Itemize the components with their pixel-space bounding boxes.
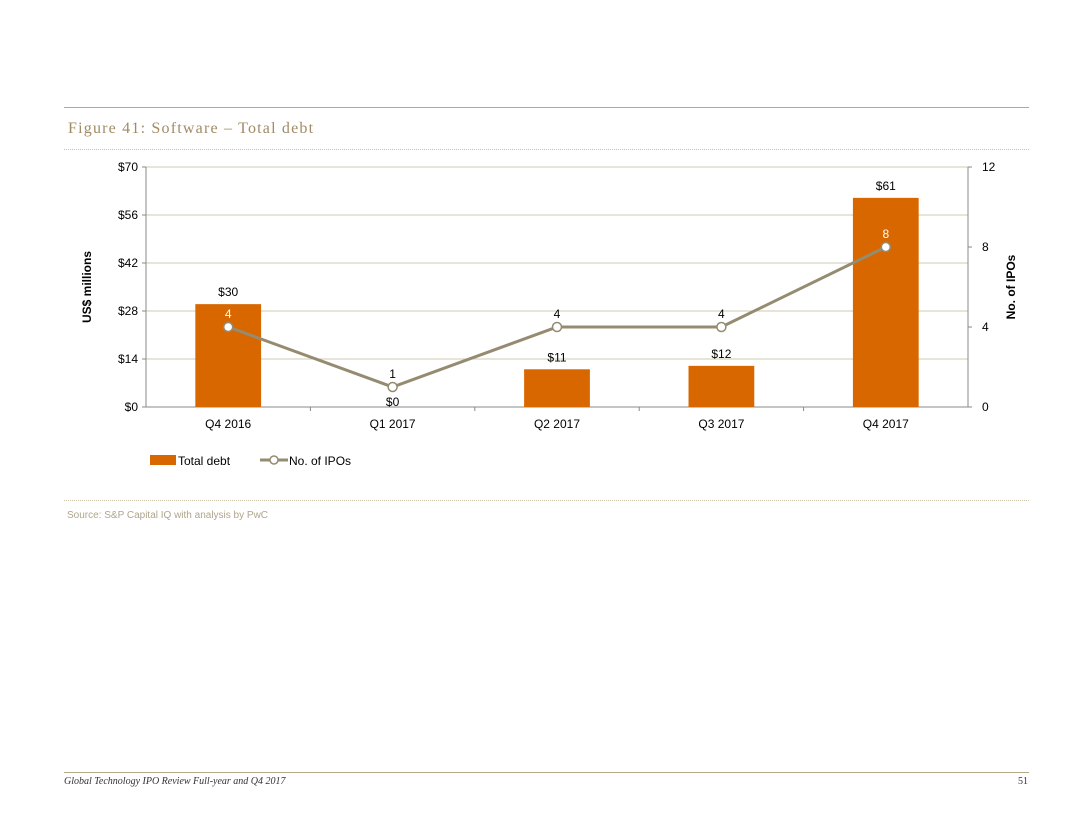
footer-rule xyxy=(64,772,1029,773)
line-point xyxy=(222,321,234,333)
y-axis-title: US$ millions xyxy=(80,251,94,323)
source-divider xyxy=(64,500,1029,501)
line-data-label: 1 xyxy=(389,367,396,381)
legend-label-bar: Total debt xyxy=(178,454,231,468)
footer-title: Global Technology IPO Review Full-year a… xyxy=(64,776,286,787)
page-number: 51 xyxy=(1018,776,1028,787)
bar xyxy=(524,369,590,407)
source-note: Source: S&P Capital IQ with analysis by … xyxy=(67,510,269,521)
y2-tick-label: 8 xyxy=(982,240,989,254)
y-tick-label: $42 xyxy=(118,256,138,270)
bar xyxy=(852,197,919,407)
line-data-label: 4 xyxy=(554,307,561,321)
y2-axis-title: No. of IPOs xyxy=(1004,254,1018,319)
line-point xyxy=(716,321,727,333)
y-tick-label: $0 xyxy=(125,400,139,414)
legend-marker-line xyxy=(269,455,279,465)
legend-label-line: No. of IPOs xyxy=(289,454,351,468)
bar-data-label: $0 xyxy=(386,395,400,409)
bar xyxy=(688,365,755,407)
bar-data-label: $12 xyxy=(711,347,731,361)
title-divider xyxy=(64,149,1029,150)
line-data-label: 4 xyxy=(225,307,232,321)
x-tick-label: Q3 2017 xyxy=(698,417,744,431)
y2-tick-label: 12 xyxy=(982,160,996,174)
line-point xyxy=(387,381,398,393)
line-point xyxy=(551,321,563,333)
bar-data-label: $61 xyxy=(876,179,896,193)
y2-tick-label: 0 xyxy=(982,400,989,414)
y-tick-label: $14 xyxy=(118,352,138,366)
line-point xyxy=(880,241,892,253)
legend-swatch-bar xyxy=(150,455,176,465)
line-data-label: 8 xyxy=(882,227,889,241)
bar xyxy=(195,304,262,407)
y-tick-label: $28 xyxy=(118,304,138,318)
figure-title: Figure 41: Software – Total debt xyxy=(68,120,315,137)
y-tick-label: $70 xyxy=(118,160,138,174)
top-rule xyxy=(64,107,1029,108)
x-tick-label: Q2 2017 xyxy=(534,417,580,431)
bar-data-label: $30 xyxy=(218,285,238,299)
x-tick-label: Q4 2016 xyxy=(205,417,251,431)
y-tick-label: $56 xyxy=(118,208,138,222)
x-tick-label: Q1 2017 xyxy=(370,417,416,431)
line-data-label: 4 xyxy=(718,307,725,321)
bar-data-label: $11 xyxy=(547,350,566,364)
chart: $0 $14 $28 $42 $56 $70 0 4 8 12 Q4 2016 Q1 2017 Q2 2… xyxy=(80,160,1018,468)
y2-tick-label: 4 xyxy=(982,320,989,334)
x-tick-label: Q4 2017 xyxy=(863,417,909,431)
